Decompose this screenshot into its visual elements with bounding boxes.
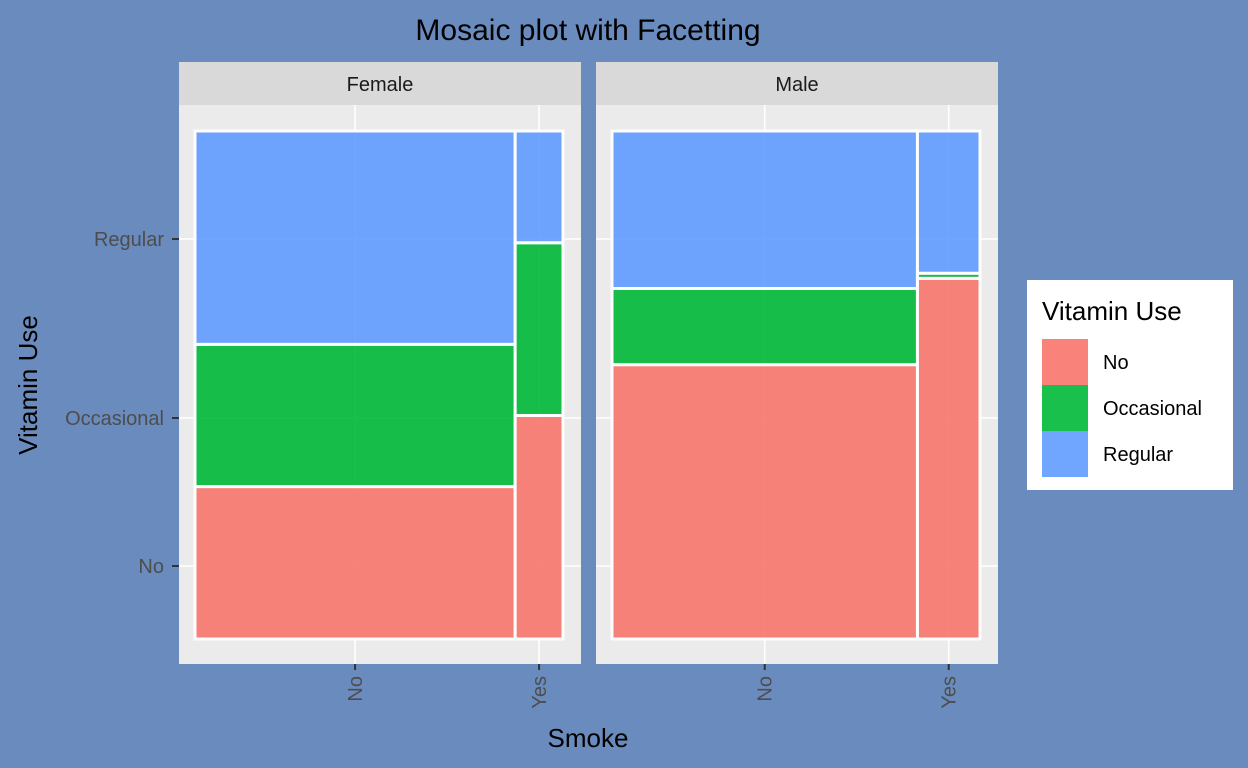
legend-title: Vitamin Use (1042, 296, 1182, 326)
x-tick-label: Yes (529, 676, 551, 709)
y-tick-label: Regular (94, 229, 164, 251)
tile-yes-occasional (513, 241, 565, 417)
legend-label-occasional: Occasional (1103, 398, 1202, 420)
y-axis-title: Vitamin Use (13, 315, 43, 455)
strip-label: Female (347, 74, 414, 96)
tile-yes-no (513, 413, 565, 641)
y-axis: No Occasional Regular (65, 229, 179, 578)
strip-background (596, 62, 998, 105)
facet-panels: Female No Yes Male No Yes (179, 62, 998, 709)
tile-yes-regular (513, 129, 565, 245)
facet-male: Male No Yes (596, 62, 998, 709)
tile-yes-no (915, 276, 982, 641)
tile-no-occasional (610, 286, 919, 367)
tile-no-regular (610, 129, 919, 290)
tile-yes-regular (915, 129, 982, 275)
tile-no-regular (193, 129, 517, 346)
y-tick-label: No (138, 556, 164, 578)
x-tick-label: No (755, 676, 777, 702)
x-axis-title: Smoke (548, 723, 629, 753)
legend: Vitamin Use No Occasional Regular (1027, 280, 1233, 490)
chart-title: Mosaic plot with Facetting (415, 14, 760, 47)
y-tick-label: Occasional (65, 408, 164, 430)
x-tick-label: No (345, 676, 367, 702)
x-tick-label: Yes (939, 676, 961, 709)
legend-label-regular: Regular (1103, 444, 1173, 466)
legend-swatch-no (1042, 339, 1088, 385)
facet-female: Female No Yes (179, 62, 581, 709)
strip-label: Male (775, 74, 818, 96)
legend-swatch-regular (1042, 431, 1088, 477)
tile-no-occasional (193, 342, 517, 489)
tile-no-no (193, 485, 517, 641)
legend-swatch-occasional (1042, 385, 1088, 431)
tile-no-no (610, 363, 919, 641)
legend-label-no: No (1103, 352, 1129, 374)
strip-background (179, 62, 581, 105)
